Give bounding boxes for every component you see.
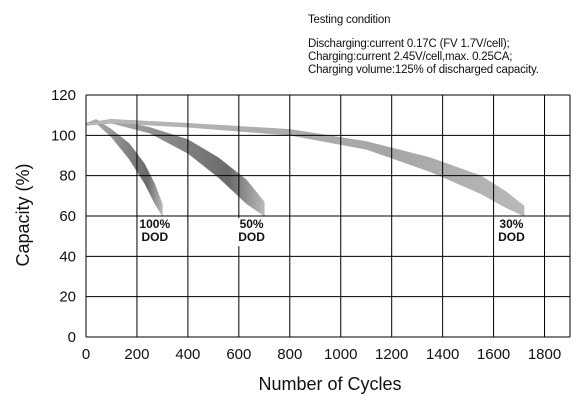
y-tick-label-80: 80 xyxy=(59,168,76,185)
testing-condition-charging-volume: Charging volume:125% of discharged capac… xyxy=(308,64,539,76)
x-tick-label-600: 600 xyxy=(226,346,251,363)
testing-condition-discharging: Discharging:current 0.17C (FV 1.7V/cell)… xyxy=(308,38,510,50)
series-label-30-dod-line-1: 30% xyxy=(499,217,523,231)
x-tick-label-1600: 1600 xyxy=(477,346,510,363)
y-axis-label: Capacity (%) xyxy=(13,163,33,266)
x-tick-label-1200: 1200 xyxy=(375,346,408,363)
series-label-50-dod-line-2: DOD xyxy=(238,230,265,244)
series-label-bg-50-dod xyxy=(234,218,269,247)
y-tick-label-0: 0 xyxy=(68,329,76,346)
series-label-bg-30-dod xyxy=(494,218,529,247)
x-tick-label-800: 800 xyxy=(277,346,302,363)
y-tick-label-60: 60 xyxy=(59,208,76,225)
dod-bands xyxy=(85,119,525,217)
y-tick-label-100: 100 xyxy=(51,127,76,144)
chart-grid xyxy=(85,94,571,338)
series-label-100-dod-line-2: DOD xyxy=(141,230,168,244)
x-tick-label-1800: 1800 xyxy=(528,346,561,363)
x-tick-label-0: 0 xyxy=(82,346,90,363)
x-tick-label-400: 400 xyxy=(175,346,200,363)
series-label-30-dod-line-2: DOD xyxy=(498,230,525,244)
x-axis-label: Number of Cycles xyxy=(258,374,401,394)
y-tick-label-40: 40 xyxy=(59,248,76,265)
y-tick-label-120: 120 xyxy=(51,87,76,104)
x-tick-label-200: 200 xyxy=(124,346,149,363)
series-label-bg-100-dod xyxy=(137,218,172,247)
x-tick-label-1400: 1400 xyxy=(426,346,459,363)
series-label-50-dod-line-1: 50% xyxy=(240,217,264,231)
axis-ticks: 0 200 400 600 800 1000 1200 1400 1600 1800 0 20 40 60… xyxy=(51,87,561,363)
y-tick-label-20: 20 xyxy=(59,289,76,306)
testing-condition-title: Testing condition xyxy=(308,14,391,26)
x-tick-label-1000: 1000 xyxy=(324,346,357,363)
series-label-100-dod-line-1: 100% xyxy=(139,217,170,231)
testing-condition-charging: Charging:current 2.45V/cell,max. 0.25CA; xyxy=(308,51,513,63)
